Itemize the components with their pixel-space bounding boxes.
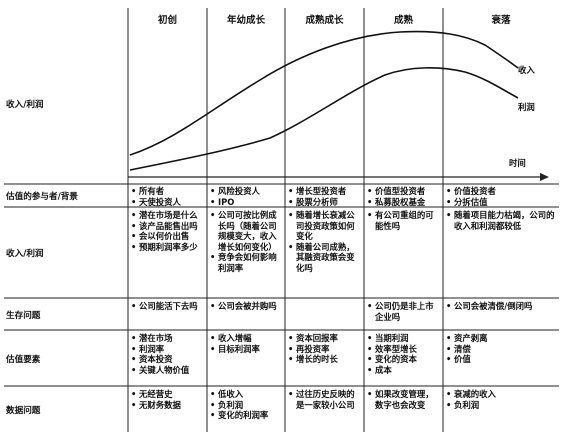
table-cell: 公司仍是非上市企业吗 xyxy=(367,301,441,322)
table-cell: 所有者天使投资人 xyxy=(131,186,205,207)
list-item: 目标利润率 xyxy=(210,344,283,355)
table-cell: 价值型投资者私募股权基金 xyxy=(367,186,441,207)
list-item: 关键人物价值 xyxy=(131,365,205,376)
table-cell: 收入增幅目标利润率 xyxy=(210,333,283,354)
list-item: 变化的利润率 xyxy=(210,410,283,421)
list-item: 股票分析师 xyxy=(288,197,362,208)
profit-curve xyxy=(129,67,519,171)
table-cell: 低收入负利润变化的利润率 xyxy=(210,389,283,421)
list-item: 当期利润 xyxy=(367,333,441,344)
list-item: 该产品能售出吗 xyxy=(131,221,205,232)
list-item: 低收入 xyxy=(210,389,283,400)
table-cell: 公司可按比例成长吗（随着公司规模变大，收入增长如何变化）竞争会如何影响利润率 xyxy=(210,210,283,274)
table-cell: 随着增长衰减公司投资政策如何变化随着公司成熟，其融资政策会变化吗 xyxy=(288,210,362,274)
list-item: 价值投资者 xyxy=(446,186,556,197)
revenue-curve xyxy=(129,30,519,156)
list-item: 会以何价出售 xyxy=(131,231,205,242)
table-cell: 价值投资者分拆估值 xyxy=(446,186,556,207)
table-cell: 潜在市场利润率资本投资关键人物价值 xyxy=(131,333,205,375)
list-item: 公司会被并购吗 xyxy=(210,301,283,312)
list-item: 负利润 xyxy=(210,400,283,411)
list-item: 有公司重组的可能性吗 xyxy=(367,210,441,231)
revenue-series-label: 收入 xyxy=(518,65,535,75)
table-cell: 风险投资人IPO xyxy=(210,186,283,207)
list-item: 收入增幅 xyxy=(210,333,283,344)
list-item: 所有者 xyxy=(131,186,205,197)
list-item: 分拆估值 xyxy=(446,197,556,208)
list-item: 效率型增长 xyxy=(367,344,441,355)
list-item: 公司会被清偿/倒闭吗 xyxy=(446,301,556,312)
stage-header-decline: 衰落 xyxy=(491,15,511,26)
list-item: 随着公司成熟，其融资政策会变化吗 xyxy=(288,242,362,274)
list-item: 如果改变管理，数字也会改变 xyxy=(367,389,441,410)
stage-header-young-growth: 年幼成长 xyxy=(226,15,265,26)
row-label-participants: 估值的参与者/背景 xyxy=(6,192,78,202)
profit-series-label: 利润 xyxy=(518,102,535,112)
table-cell: 公司会被并购吗 xyxy=(210,301,283,312)
table-cell: 资本回报率再投资率增长的时长 xyxy=(288,333,362,365)
list-item: 随着增长衰减公司投资政策如何变化 xyxy=(288,210,362,242)
table-cell: 当期利润效率型增长变化的资本成本 xyxy=(367,333,441,375)
table-cell: 过往历史反映的是一家较小公司 xyxy=(288,389,362,410)
list-item: 成本 xyxy=(367,365,441,376)
table-cell: 公司会被清偿/倒闭吗 xyxy=(446,301,556,312)
list-item: 再投资率 xyxy=(288,344,362,355)
list-item: 风险投资人 xyxy=(210,186,283,197)
list-item: 资产剥离 xyxy=(446,333,556,344)
list-item: 潜在市场是什么 xyxy=(131,210,205,221)
time-axis-arrow xyxy=(540,173,549,181)
list-item: 潜在市场 xyxy=(131,333,205,344)
list-item: 衰减的收入 xyxy=(446,389,556,400)
stage-header-mature-growth: 成熟成长 xyxy=(305,15,344,26)
list-item: 无经营史 xyxy=(131,389,205,400)
list-item: 价值 xyxy=(446,354,556,365)
list-item: 公司能活下去吗 xyxy=(131,301,205,312)
table-cell: 如果改变管理，数字也会改变 xyxy=(367,389,441,410)
list-item: 清偿 xyxy=(446,344,556,355)
stage-header-startup: 初创 xyxy=(157,15,177,26)
list-item: 负利润 xyxy=(446,400,556,411)
table-cell: 潜在市场是什么该产品能售出吗会以何价出售预期利润率多少 xyxy=(131,210,205,252)
list-item: 变化的资本 xyxy=(367,354,441,365)
table-cell: 无经营史无财务数据 xyxy=(131,389,205,410)
list-item: 增长的时长 xyxy=(288,354,362,365)
row-label-revenue-profit: 收入/利润 xyxy=(6,249,44,259)
chart-xlabel: 时间 xyxy=(509,158,526,168)
table-cell: 资产剥离清偿价值 xyxy=(446,333,556,365)
list-item: 利润率 xyxy=(131,344,205,355)
row-label-valuation-factors: 估值要素 xyxy=(6,355,41,365)
list-item: 天使投资人 xyxy=(131,197,205,208)
list-item: 预期利润率多少 xyxy=(131,242,205,253)
row-label-survival: 生存问题 xyxy=(6,311,41,321)
table-cell: 衰减的收入负利润 xyxy=(446,389,556,410)
list-item: 公司可按比例成长吗（随着公司规模变大，收入增长如何变化） xyxy=(210,210,283,252)
stage-header-mature: 成熟 xyxy=(393,15,413,26)
table-cell: 增长型投资者股票分析师 xyxy=(288,186,362,207)
list-item: 随着项目能力枯竭，公司的收入和利润都较低 xyxy=(446,210,556,231)
row-label-data-issues: 数据问题 xyxy=(6,406,41,416)
list-item: 增长型投资者 xyxy=(288,186,362,197)
list-item: 资本回报率 xyxy=(288,333,362,344)
list-item: 价值型投资者 xyxy=(367,186,441,197)
list-item: 竞争会如何影响利润率 xyxy=(210,252,283,273)
list-item: 无财务数据 xyxy=(131,400,205,411)
chart-ylabel: 收入/利润 xyxy=(6,100,44,110)
table-cell: 有公司重组的可能性吗 xyxy=(367,210,441,231)
list-item: 资本投资 xyxy=(131,354,205,365)
list-item: IPO xyxy=(210,197,283,208)
table-cell: 随着项目能力枯竭，公司的收入和利润都较低 xyxy=(446,210,556,231)
list-item: 过往历史反映的是一家较小公司 xyxy=(288,389,362,410)
list-item: 公司仍是非上市企业吗 xyxy=(367,301,441,322)
list-item: 私募股权基金 xyxy=(367,197,441,208)
table-cell: 公司能活下去吗 xyxy=(131,301,205,312)
